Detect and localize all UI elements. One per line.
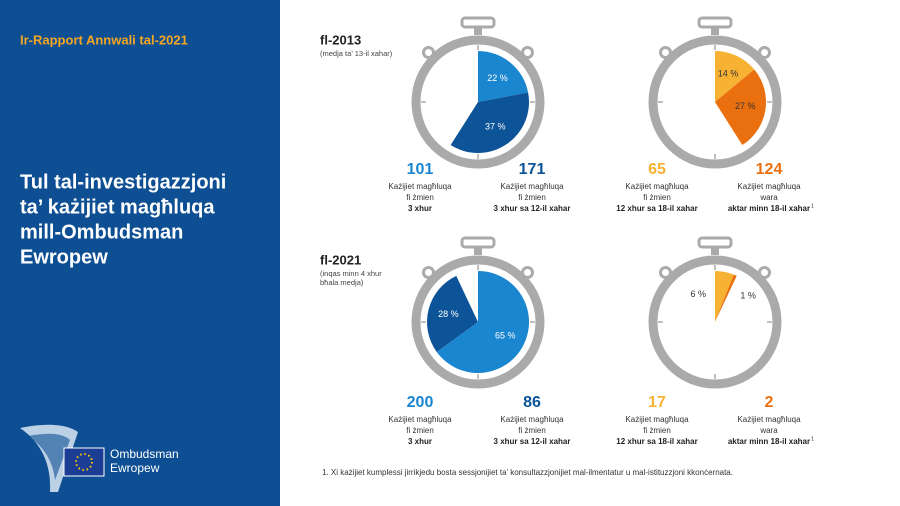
title-line: ta’ każijiet magħluqa bbox=[20, 196, 215, 218]
stopwatch-stem bbox=[711, 27, 719, 35]
stat-count: 200 bbox=[407, 394, 434, 411]
logo-text: Ewropew bbox=[110, 461, 160, 475]
stat-text: Każijiet magħluqa bbox=[737, 182, 801, 191]
stat-count: 17 bbox=[648, 394, 666, 411]
eu-flag bbox=[63, 447, 105, 477]
pie-segment bbox=[436, 271, 529, 373]
logo: Ombudsman Ewropew bbox=[20, 424, 179, 492]
pie-segment bbox=[715, 69, 767, 146]
stopwatch-stem bbox=[474, 27, 482, 35]
footnote: 1. Xi każijiet kumplessi jirrikjedu bost… bbox=[322, 468, 733, 477]
period-label: fl-2013 bbox=[320, 32, 361, 47]
stat-count: 101 bbox=[407, 161, 434, 178]
stat-text: Każijiet magħluqa bbox=[388, 415, 452, 424]
pie-segment bbox=[715, 271, 734, 322]
stopwatch-button bbox=[460, 236, 496, 249]
stat-count: 65 bbox=[648, 161, 666, 178]
stat-period: 12 xhur sa 18-il xahar bbox=[616, 204, 697, 213]
report-title: Ir-Rapport Annwali tal-2021 bbox=[20, 32, 188, 47]
stat-text: fi żmien bbox=[518, 426, 546, 435]
period-label: fl-2021 bbox=[320, 252, 361, 267]
pie-segment bbox=[478, 51, 529, 102]
stat-text: fi żmien bbox=[406, 193, 434, 202]
footnote-ref: 1 bbox=[811, 436, 814, 442]
stat-period: 3 xhur bbox=[408, 204, 432, 213]
stat-count: 86 bbox=[523, 394, 541, 411]
stat-period: aktar minn 18-il xahar bbox=[728, 437, 810, 446]
stat-text: fi żmien bbox=[406, 426, 434, 435]
title-line: Ewropew bbox=[20, 246, 108, 268]
stat-count: 171 bbox=[519, 161, 546, 178]
stat-text: Każijiet magħluqa bbox=[625, 182, 689, 191]
segment-label: 65 % bbox=[495, 330, 516, 340]
stat-text: Każijiet magħluqa bbox=[388, 182, 452, 191]
stat-text: Każijiet magħluqa bbox=[500, 182, 564, 191]
segment-label: 1 % bbox=[740, 291, 756, 301]
period-note: bħala medja) bbox=[320, 278, 364, 287]
pie-segment bbox=[715, 51, 755, 102]
stat-count: 2 bbox=[765, 394, 774, 411]
stopwatch-stem bbox=[711, 247, 719, 255]
stat-text: fi żmien bbox=[643, 426, 671, 435]
stopwatch-button bbox=[460, 16, 496, 29]
stat-period: 3 xhur sa 12-il xahar bbox=[494, 437, 571, 446]
stat-text: Każijiet magħluqa bbox=[737, 415, 801, 424]
main-panel bbox=[280, 0, 900, 506]
stopwatch-button bbox=[697, 16, 733, 29]
eu-stars bbox=[75, 453, 93, 471]
pie-segment bbox=[427, 275, 478, 352]
segment-label: 6 % bbox=[690, 289, 706, 299]
stat-period: 12 xhur sa 18-il xahar bbox=[616, 437, 697, 446]
footnote-ref: 1 bbox=[811, 203, 814, 209]
segment-label: 14 % bbox=[718, 69, 739, 79]
pie-segment bbox=[715, 274, 737, 322]
stat-period: 3 xhur bbox=[408, 437, 432, 446]
period-note: (medja ta’ 13-il xahar) bbox=[320, 49, 393, 58]
segment-label: 22 % bbox=[487, 73, 508, 83]
stopwatch-button bbox=[697, 236, 733, 249]
segment-label: 37 % bbox=[485, 122, 506, 132]
stat-text: Każijiet magħluqa bbox=[500, 415, 564, 424]
title-line: Tul tal-investigazzjoni bbox=[20, 171, 226, 193]
period-note: (inqas minn 4 xhur bbox=[320, 269, 382, 278]
stat-text: wara bbox=[759, 193, 778, 202]
main-title: Tul tal-investigazzjoni ta’ każijiet mag… bbox=[20, 171, 226, 268]
logo-swoosh bbox=[28, 433, 70, 480]
stopwatch-stem bbox=[474, 247, 482, 255]
stat-period: aktar minn 18-il xahar bbox=[728, 204, 810, 213]
stat-text: Każijiet magħluqa bbox=[625, 415, 689, 424]
pie-segment bbox=[450, 92, 530, 154]
stat-text: fi żmien bbox=[518, 193, 546, 202]
stat-text: fi żmien bbox=[643, 193, 671, 202]
stat-period: 3 xhur sa 12-il xahar bbox=[494, 204, 571, 213]
stat-count: 124 bbox=[756, 161, 783, 178]
side-panel bbox=[0, 0, 280, 506]
logo-text: Ombudsman bbox=[110, 447, 179, 461]
segment-label: 28 % bbox=[438, 309, 459, 319]
stat-text: wara bbox=[759, 426, 778, 435]
title-line: mill-Ombudsman bbox=[20, 221, 183, 243]
segment-label: 27 % bbox=[735, 101, 756, 111]
